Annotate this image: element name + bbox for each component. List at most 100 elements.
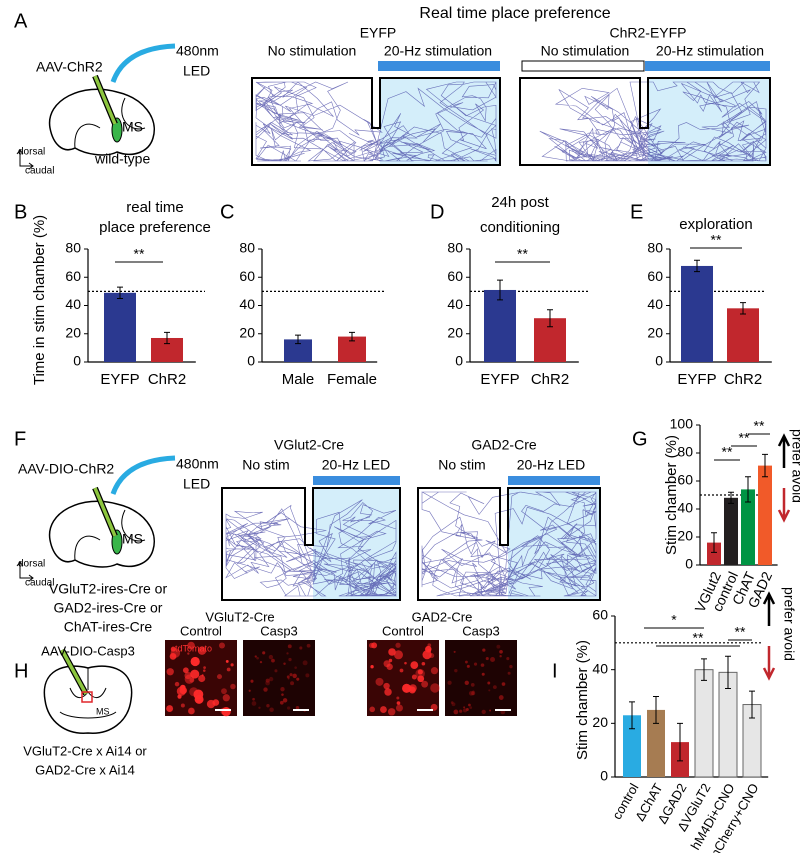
bar (707, 542, 721, 565)
region-label: MS (122, 119, 143, 135)
light-label: 480nm (176, 43, 219, 59)
cell (250, 679, 254, 683)
significance-label: ** (134, 246, 145, 262)
cell (230, 683, 236, 690)
cell (188, 707, 195, 715)
y-tick-label: 0 (455, 353, 463, 369)
brain-detail (74, 97, 146, 149)
cell (427, 643, 432, 648)
cell (395, 704, 403, 712)
cell (286, 652, 289, 655)
bar (724, 497, 738, 565)
cell (225, 659, 229, 663)
cell (283, 662, 286, 665)
cell (203, 669, 206, 672)
injection (60, 649, 88, 695)
cell (380, 706, 387, 713)
cell (280, 687, 285, 692)
cell (184, 671, 192, 680)
cell (375, 677, 384, 686)
error-bar (653, 696, 659, 724)
cell (396, 701, 401, 705)
cell (197, 646, 207, 655)
condition-label: Control (180, 623, 222, 638)
cell (383, 660, 391, 668)
cell (489, 709, 492, 712)
light-label: 480nm (176, 456, 219, 472)
y-tick-label: 40 (239, 296, 255, 312)
y-tick-label: 0 (685, 556, 693, 572)
group-label: ChR2-EYFP (609, 25, 686, 41)
cell (248, 689, 251, 692)
cell (492, 685, 497, 690)
cell (281, 693, 284, 696)
cell (468, 703, 471, 707)
zone-label: No stimulation (541, 43, 630, 59)
genotype-label: VGluT2-Cre x Ai14 or (23, 743, 147, 758)
y-tick-label: 0 (655, 353, 663, 369)
cell (501, 682, 506, 686)
cell (302, 660, 308, 666)
significance-label: ** (722, 444, 733, 460)
y-tick-label: 40 (65, 296, 81, 312)
stain-label: tdTomato (175, 643, 212, 653)
light-arc (110, 43, 176, 83)
cell (509, 664, 513, 669)
arena-outline (251, 77, 501, 166)
cell (409, 684, 417, 692)
micrograph (243, 640, 315, 716)
error-bar (711, 532, 717, 553)
condition-label: Control (382, 623, 424, 638)
y-tick-label: 40 (677, 500, 693, 516)
significance-label: ** (735, 624, 746, 640)
bar (694, 669, 714, 778)
cell (254, 655, 257, 658)
bar (727, 308, 759, 362)
chart-title: place preference (99, 219, 211, 236)
cell (194, 694, 204, 704)
light-label: LED (183, 63, 210, 79)
cell (481, 709, 486, 715)
cell (271, 658, 275, 663)
group-label: EYFP (360, 25, 397, 41)
y-tick-label: 80 (447, 240, 463, 256)
cell (507, 671, 511, 675)
avoid-arrow (777, 488, 791, 523)
panel-label: D (430, 201, 444, 223)
cell (182, 667, 189, 674)
error-bar (740, 302, 746, 315)
cell (279, 700, 284, 705)
zone-label: No stimulation (268, 43, 357, 59)
cell (305, 673, 310, 678)
orientation-axes (16, 149, 34, 170)
cell (170, 648, 181, 658)
panel-label: C (220, 201, 234, 223)
arena-outline (221, 487, 401, 601)
error-bar (725, 655, 731, 689)
orientation-axes (16, 561, 34, 582)
cell (463, 706, 466, 709)
genotype-label: GAD2-ires-Cre or (54, 600, 163, 616)
error-bar (164, 331, 170, 345)
orientation-label: dorsal (18, 147, 45, 158)
light-label: LED (183, 476, 210, 492)
cell (226, 667, 231, 672)
y-tick-label: 20 (239, 324, 255, 340)
significance-label: ** (693, 630, 704, 646)
cell (282, 698, 288, 703)
cell (265, 678, 270, 683)
y-tick-label: 60 (65, 268, 81, 284)
group-label: GAD2-Cre (471, 437, 537, 453)
arena-outline (417, 487, 601, 601)
cell (174, 681, 180, 687)
region-label: MS (96, 706, 110, 716)
cell (499, 655, 502, 658)
cell (370, 665, 374, 669)
chart-title: real time (126, 199, 184, 216)
cell (480, 663, 485, 667)
cell (256, 656, 259, 660)
orientation-label: caudal (25, 578, 54, 589)
arena-outline (519, 77, 771, 166)
cell (262, 651, 266, 655)
